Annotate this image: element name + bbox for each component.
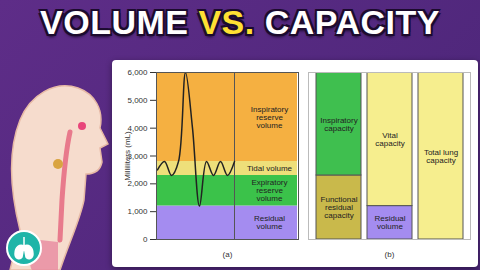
svg-text:Inspiratoryreservevolume: Inspiratoryreservevolume <box>251 105 288 130</box>
svg-text:(b): (b) <box>385 250 395 259</box>
svg-text:(a): (a) <box>223 250 233 259</box>
svg-text:Residualvolume: Residualvolume <box>374 214 405 231</box>
svg-text:Vitalcapacity: Vitalcapacity <box>375 131 404 148</box>
svg-text:Tidal volume: Tidal volume <box>247 164 293 173</box>
svg-text:5,000: 5,000 <box>127 96 148 105</box>
svg-text:Total lungcapacity: Total lungcapacity <box>424 148 458 165</box>
svg-text:Inspiratorycapacity: Inspiratorycapacity <box>320 116 357 133</box>
svg-text:2,000: 2,000 <box>127 179 148 189</box>
svg-text:4,000: 4,000 <box>127 123 148 133</box>
svg-text:Milliliters (mL): Milliliters (mL) <box>123 131 132 181</box>
svg-text:1,000: 1,000 <box>127 207 148 216</box>
svg-text:3,000: 3,000 <box>127 151 148 161</box>
svg-text:Functionalresidualcapacity: Functionalresidualcapacity <box>321 195 358 220</box>
svg-text:0: 0 <box>143 235 148 244</box>
html-text:VOLUME VS. CAPACITY: VOLUME VS. CAPACITY <box>40 3 440 41</box>
svg-text:Expiratoryreservevolume: Expiratoryreservevolume <box>251 178 287 203</box>
svg-text:6,000: 6,000 <box>127 68 148 77</box>
svg-text:Residualvolume: Residualvolume <box>254 214 285 231</box>
